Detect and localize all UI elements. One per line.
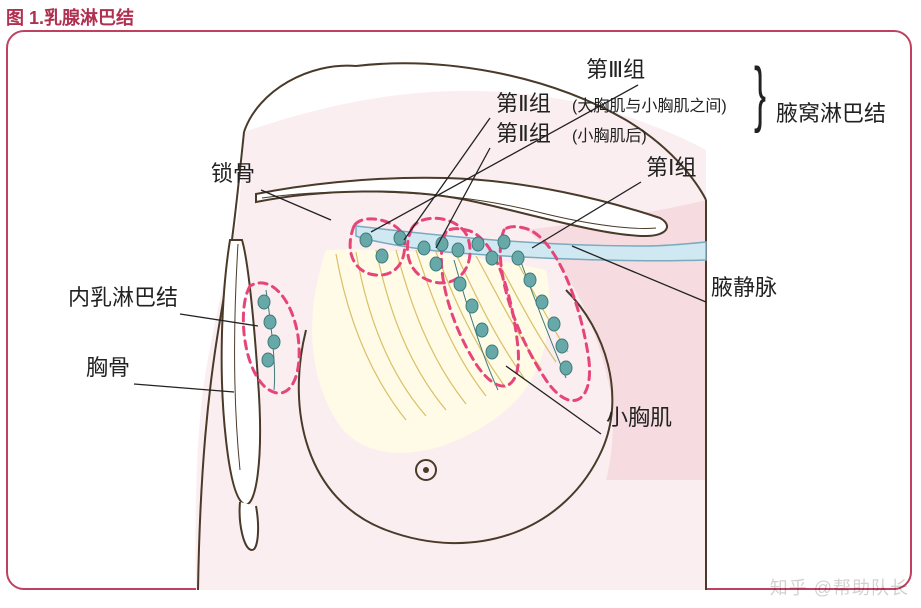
label-sternum: 胸骨 bbox=[86, 350, 130, 382]
label-axillary-vein: 腋静脉 bbox=[711, 270, 777, 302]
bracket-axillary: } bbox=[754, 58, 766, 130]
label-clavicle: 锁骨 bbox=[211, 156, 255, 188]
label-group2b: 第Ⅱ组 bbox=[496, 116, 551, 148]
label-axillary-group: 腋窝淋巴结 bbox=[776, 96, 886, 128]
label-internal-mammary: 内乳淋巴结 bbox=[68, 280, 178, 312]
label-group2a: 第Ⅱ组 bbox=[496, 86, 551, 118]
label-group1: 第Ⅰ组 bbox=[646, 150, 697, 182]
figure-title: 图 1.乳腺淋巴结 bbox=[6, 4, 134, 30]
label-pec-minor: 小胸肌 bbox=[606, 400, 672, 432]
label-group2a-sub: (大胸肌与小胸肌之间) bbox=[572, 92, 727, 116]
watermark: 知乎 @帮助队长 bbox=[770, 574, 909, 600]
label-group2b-sub: (小胸肌后) bbox=[572, 122, 647, 146]
label-group3: 第Ⅲ组 bbox=[586, 52, 645, 84]
